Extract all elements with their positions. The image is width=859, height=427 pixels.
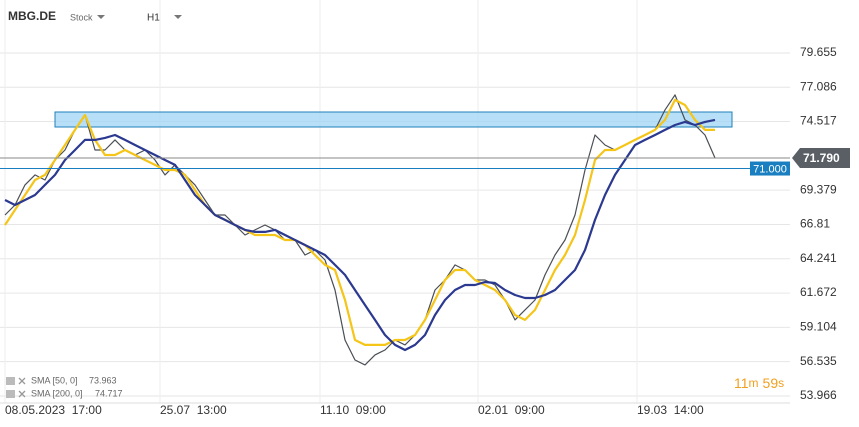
grid [0, 0, 790, 404]
timer-m: m [749, 376, 759, 390]
x-tick-label: 02.01 09:00 [478, 403, 545, 417]
legend-value: 74.717 [95, 388, 123, 398]
y-tick-label: 69.379 [800, 182, 837, 196]
sma-line [4, 118, 716, 352]
y-tick-label: 61.672 [800, 285, 837, 299]
candle-timer: 11m 59s [734, 375, 784, 391]
y-tick-label: 64.241 [800, 251, 837, 265]
y-tick-label: 74.517 [800, 114, 837, 128]
current-price-badge [792, 147, 850, 168]
interval[interactable]: H1 [147, 13, 160, 24]
x-tick-label: 25.07 13:00 [160, 403, 227, 417]
timer-s: s [778, 376, 784, 390]
interval-dropdown[interactable] [174, 15, 182, 19]
x-tick-label: 11.10 09:00 [320, 403, 386, 417]
legend-name: SMA [200, 0] [31, 388, 83, 398]
timer-seconds: 59 [763, 375, 779, 391]
legend-icon[interactable] [6, 377, 15, 385]
resistance-zone[interactable] [54, 111, 733, 128]
y-tick-label: 53.966 [800, 388, 837, 402]
legend-icon[interactable] [6, 390, 15, 398]
legend-remove[interactable] [18, 377, 26, 385]
x-tick-label: 19.03 14:00 [637, 403, 704, 417]
y-tick-label: 66.81 [800, 217, 830, 231]
legend-remove[interactable] [18, 390, 26, 398]
price-line [4, 94, 716, 366]
symbol-dropdown[interactable] [97, 15, 105, 19]
timer-minutes: 11 [734, 375, 749, 391]
legend-name: SMA [50, 0] [31, 375, 78, 385]
level-badge[interactable] [750, 161, 790, 176]
level-label: 71.000 [753, 163, 787, 175]
legend: SMA [50, 0] 73.963 SMA [200, 0] 74.717 [6, 375, 123, 398]
y-tick-label: 79.655 [800, 45, 837, 59]
symbol[interactable]: MBG.DE [8, 9, 56, 23]
instrument-type: Stock [70, 12, 93, 22]
y-tick-label: 59.104 [800, 320, 837, 334]
x-tick-label: 08.05.2023 17:00 [5, 403, 102, 417]
marks [0, 94, 790, 366]
y-tick-label: 77.086 [800, 79, 837, 93]
y-tick-label: 56.535 [800, 354, 837, 368]
legend-value: 73.963 [89, 375, 117, 385]
current-price-label: 71.790 [803, 151, 840, 165]
